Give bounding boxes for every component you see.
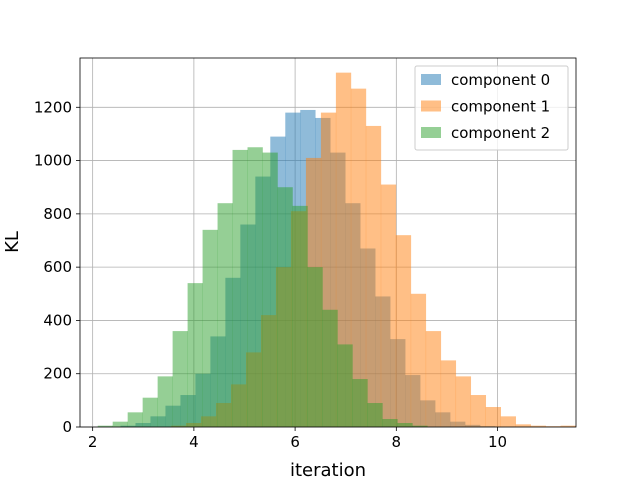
histogram-bar [202, 229, 218, 427]
legend-label: component 1 [451, 98, 550, 116]
y-tick-label: 1200 [34, 98, 72, 116]
histogram-bars [97, 72, 576, 428]
histogram-bar [530, 425, 546, 427]
histogram-bar [277, 187, 293, 427]
histogram-bar [157, 376, 173, 427]
legend-label: component 0 [451, 71, 550, 89]
legend-swatch [421, 74, 441, 85]
legend-label: component 2 [451, 124, 550, 142]
histogram-bar [412, 425, 428, 427]
histogram-bar [247, 147, 263, 428]
histogram-bar [307, 267, 323, 427]
histogram-bar [350, 88, 367, 428]
histogram-bar [410, 293, 427, 427]
histogram-bar [262, 152, 278, 427]
x-tick-label: 4 [189, 433, 199, 451]
histogram-bar [397, 423, 413, 427]
histogram-bar [232, 149, 248, 427]
y-tick-label: 0 [62, 418, 72, 436]
histogram-bar [440, 360, 457, 427]
histogram-bar [97, 425, 113, 427]
x-tick-label: 8 [392, 433, 402, 451]
histogram-bar [382, 419, 398, 427]
histogram-bar [560, 425, 576, 427]
histogram-bar [337, 344, 353, 427]
histogram-bar [367, 403, 383, 427]
histogram-bar [395, 235, 412, 427]
histogram-bar [365, 125, 382, 427]
plot-frame [79, 57, 577, 428]
y-tick-label: 600 [43, 258, 72, 276]
axes: 2 4 6 8 10 0 200 400 600 800 1000 1200 [34, 57, 577, 451]
x-tick-label: 10 [488, 433, 507, 451]
histogram-bar [127, 412, 143, 427]
y-tick-label: 1000 [34, 152, 72, 170]
histogram-bar [352, 379, 368, 427]
histogram-bar [455, 376, 472, 427]
x-tick-label: 6 [290, 433, 300, 451]
series-2-bars [97, 147, 428, 428]
histogram-bar [470, 395, 487, 427]
histogram-bar [322, 309, 338, 427]
legend: component 0 component 1 component 2 [414, 65, 569, 151]
histogram-bar [485, 407, 501, 427]
legend-swatch [421, 100, 441, 112]
histogram-bar [380, 184, 397, 427]
histogram-bar [335, 72, 352, 427]
x-tick-label: 2 [88, 433, 98, 451]
legend-box [414, 65, 569, 151]
histogram-bar [292, 205, 308, 427]
y-tick-label: 800 [43, 205, 72, 223]
y-tick-label: 200 [43, 365, 72, 383]
histogram-bar [172, 331, 188, 427]
histogram-bar [500, 416, 516, 427]
x-axis-label: iteration [290, 460, 366, 480]
legend-swatch [421, 127, 441, 138]
histogram-bar [142, 397, 158, 427]
y-tick-label: 400 [43, 311, 72, 329]
histogram-bar [112, 421, 128, 427]
histogram-bar [217, 203, 233, 427]
y-axis-label: KL [2, 231, 23, 253]
histogram-bar [425, 331, 442, 427]
histogram-bar [187, 283, 203, 427]
histogram-bar [515, 424, 531, 427]
